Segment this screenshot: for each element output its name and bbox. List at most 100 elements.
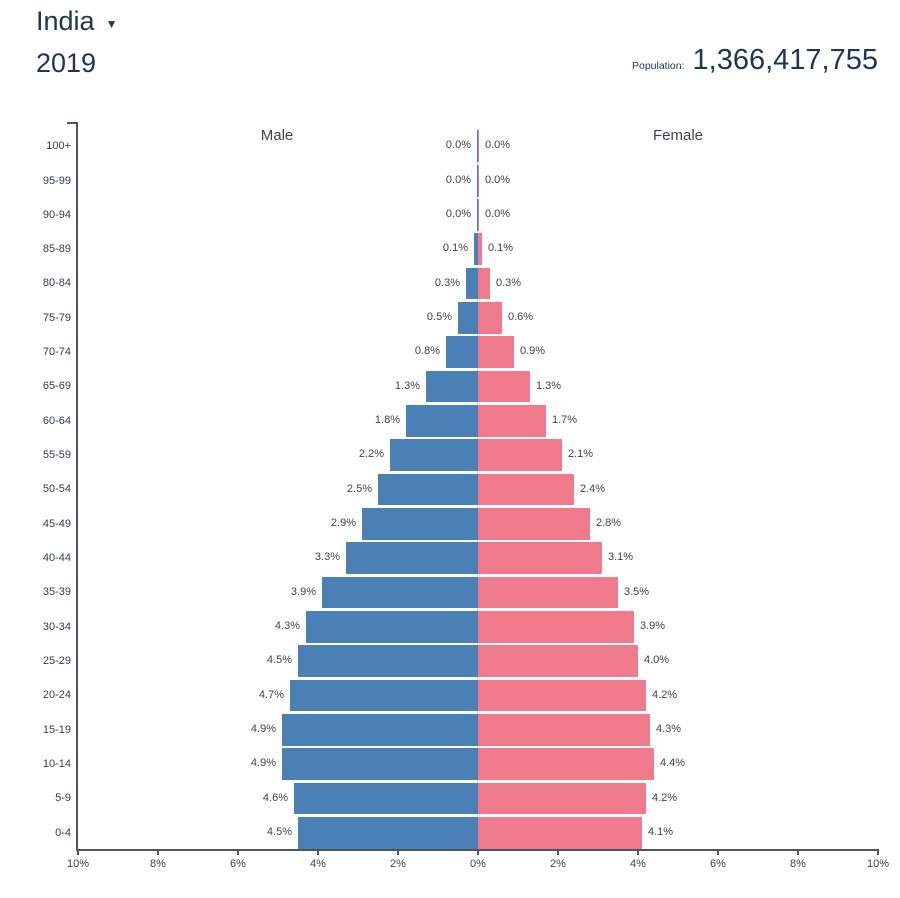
male-bar	[378, 473, 478, 506]
age-group-label: 10-14	[42, 757, 71, 770]
female-value-label: 4.4%	[660, 757, 686, 770]
year-label: 2019	[36, 48, 97, 78]
age-group-label: 75-79	[42, 311, 71, 324]
male-value-label: 4.6%	[262, 791, 288, 804]
percent-axis-tick	[77, 850, 79, 855]
population-display: Population: 1,366,417,755	[632, 44, 878, 77]
female-value-label: 3.9%	[640, 619, 666, 632]
female-bar	[478, 679, 646, 712]
age-group-label: 0-4	[55, 826, 71, 839]
pyramid-row: 95-99 0.0% 0.0%	[0, 164, 900, 198]
female-bar	[478, 336, 514, 369]
male-bar	[474, 233, 478, 266]
percent-axis-tick	[637, 850, 639, 855]
pyramid-row: 85-89 0.1% 0.1%	[0, 232, 900, 266]
female-bar	[478, 439, 562, 472]
female-value-label: 2.4%	[580, 482, 606, 495]
pyramid-row: 75-79 0.5% 0.6%	[0, 301, 900, 335]
age-group-label: 70-74	[42, 346, 71, 359]
population-label: Population:	[631, 60, 685, 72]
male-column-label: Male	[260, 127, 294, 144]
female-bar	[478, 405, 546, 437]
age-group-label: 20-24	[42, 689, 71, 702]
female-bar	[478, 542, 602, 575]
male-bar	[477, 199, 478, 231]
male-bar	[466, 267, 478, 300]
female-value-label: 4.0%	[644, 654, 670, 667]
male-value-label: 0.0%	[445, 173, 471, 186]
male-bar	[298, 645, 478, 677]
percent-axis-line	[76, 849, 879, 851]
percent-axis-tick-label: 8%	[790, 858, 806, 870]
percent-axis-tick	[877, 850, 879, 855]
pyramid-row: 60-64 1.8% 1.7%	[0, 404, 900, 438]
male-value-label: 1.3%	[394, 379, 420, 392]
percent-axis-tick	[797, 850, 799, 855]
percent-axis-tick-label: 6%	[710, 858, 726, 870]
pyramid-row: 55-59 2.2% 2.1%	[0, 438, 900, 472]
male-value-label: 2.2%	[358, 448, 384, 461]
percent-axis-tick	[397, 850, 399, 855]
male-value-label: 0.3%	[434, 276, 460, 289]
female-bar	[478, 508, 590, 540]
country-selector[interactable]: India ▼	[36, 6, 117, 37]
percent-axis-tick-label: 10%	[866, 858, 890, 870]
male-value-label: 1.8%	[374, 414, 400, 427]
male-bar	[282, 748, 478, 780]
female-value-label: 2.1%	[568, 448, 594, 461]
female-value-label: 0.0%	[485, 139, 511, 152]
age-group-label: 55-59	[42, 449, 71, 462]
pyramid-row: 65-69 1.3% 1.3%	[0, 369, 900, 403]
male-value-label: 4.9%	[250, 722, 276, 735]
female-value-label: 0.3%	[496, 276, 522, 289]
male-bar	[298, 816, 478, 849]
age-group-label: 60-64	[42, 414, 71, 427]
male-value-label: 3.3%	[314, 551, 340, 564]
male-bar	[322, 576, 478, 609]
age-group-label: 100+	[46, 140, 71, 153]
male-value-label: 2.9%	[330, 517, 356, 530]
female-column-label: Female	[652, 127, 704, 144]
male-bar	[406, 405, 478, 437]
percent-axis-tick-label: 6%	[230, 858, 246, 870]
male-value-label: 4.3%	[274, 619, 300, 632]
percent-axis-tick	[237, 850, 239, 855]
male-bar	[294, 782, 478, 815]
age-group-label: 80-84	[42, 277, 71, 290]
pyramid-row: 45-49 2.9% 2.8%	[0, 507, 900, 541]
female-bar	[478, 816, 642, 849]
female-value-label: 0.0%	[485, 173, 511, 186]
female-value-label: 3.1%	[608, 551, 634, 564]
male-bar	[477, 164, 478, 197]
male-bar	[306, 610, 478, 643]
pyramid-row: 50-54 2.5% 2.4%	[0, 472, 900, 506]
age-group-label: 25-29	[42, 655, 71, 667]
female-bar	[478, 610, 634, 643]
pyramid-row: 80-84 0.3% 0.3%	[0, 266, 900, 300]
female-value-label: 0.1%	[488, 242, 514, 255]
pyramid-row: 10-14 4.9% 4.4%	[0, 747, 900, 781]
age-group-label: 50-54	[42, 483, 71, 496]
male-bar	[290, 679, 478, 712]
male-bar	[362, 508, 478, 540]
female-value-label: 0.0%	[485, 208, 511, 221]
percent-axis-tick	[557, 850, 559, 855]
male-bar	[477, 130, 478, 163]
female-bar	[478, 576, 618, 609]
percent-axis-tick-label: 2%	[390, 858, 406, 870]
age-group-label: 15-19	[42, 723, 71, 736]
population-value: 1,366,417,755	[692, 44, 878, 76]
pyramid-row: 0-4 4.5% 4.1%	[0, 816, 900, 850]
female-bar	[478, 645, 638, 677]
age-axis-top-tick	[67, 122, 76, 124]
pyramid-row: 30-34 4.3% 3.9%	[0, 610, 900, 644]
male-value-label: 3.9%	[290, 585, 316, 598]
age-group-label: 95-99	[42, 174, 71, 187]
female-value-label: 3.5%	[624, 585, 650, 598]
female-value-label: 4.3%	[656, 722, 682, 735]
country-name: India	[36, 6, 95, 36]
female-bar	[478, 713, 650, 746]
female-bar	[478, 164, 479, 197]
male-bar	[446, 336, 478, 369]
